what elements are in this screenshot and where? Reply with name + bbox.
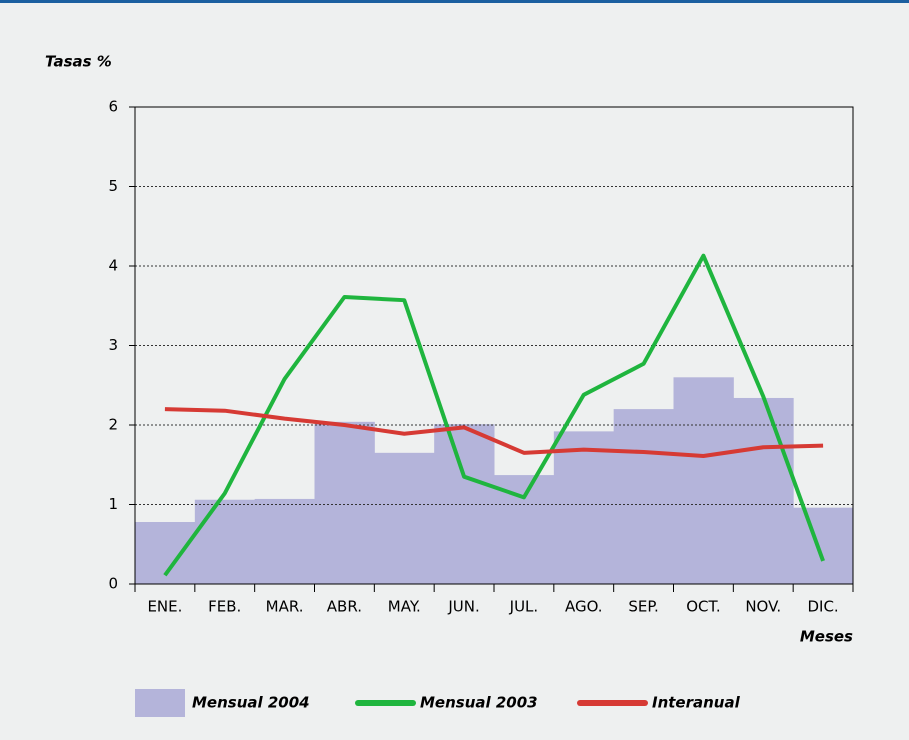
bar: [613, 409, 674, 584]
legend-swatch: [135, 689, 185, 717]
line: [164, 407, 824, 459]
line: [163, 253, 825, 577]
y-tick-label: 0: [108, 575, 118, 593]
top-rule: [0, 0, 909, 3]
bar: [254, 498, 315, 584]
bar: [673, 377, 734, 584]
y-tick-label: 3: [108, 336, 118, 354]
plot-frame: [135, 106, 854, 584]
x-tick-label: DIC.: [807, 598, 838, 616]
x-tick-label: MAY.: [388, 598, 421, 616]
bar: [194, 499, 256, 584]
bar: [314, 421, 375, 584]
bar: [793, 507, 854, 584]
bar: [374, 452, 435, 584]
y-tick-label: 1: [108, 495, 118, 513]
y-tick-label: 6: [108, 98, 118, 116]
x-tick-label: SEP.: [628, 598, 658, 616]
bar: [733, 397, 794, 584]
legend-label: Mensual 2004: [192, 694, 310, 712]
legend-label: Interanual: [652, 694, 741, 712]
y-tick-label: 2: [108, 416, 118, 434]
y-tick-label: 5: [108, 177, 118, 195]
x-tick-label: NOV.: [745, 598, 781, 616]
y-tick-label: 4: [108, 257, 118, 275]
x-tick-label: OCT.: [686, 598, 720, 616]
y-axis-title: Tasas %: [45, 53, 112, 71]
bar: [553, 431, 615, 584]
legend-label: Mensual 2003: [420, 694, 538, 712]
x-axis-title: Meses: [800, 628, 853, 646]
x-tick-label: JUN.: [447, 598, 479, 616]
x-tick-label: MAR.: [266, 598, 304, 616]
x-tick-label: ENE.: [147, 598, 182, 616]
x-tick-label: ABR.: [327, 598, 362, 616]
x-tick-label: AGO.: [565, 598, 603, 616]
x-tick-label: FEB.: [208, 598, 241, 616]
x-tick-label: JUL.: [509, 598, 539, 616]
